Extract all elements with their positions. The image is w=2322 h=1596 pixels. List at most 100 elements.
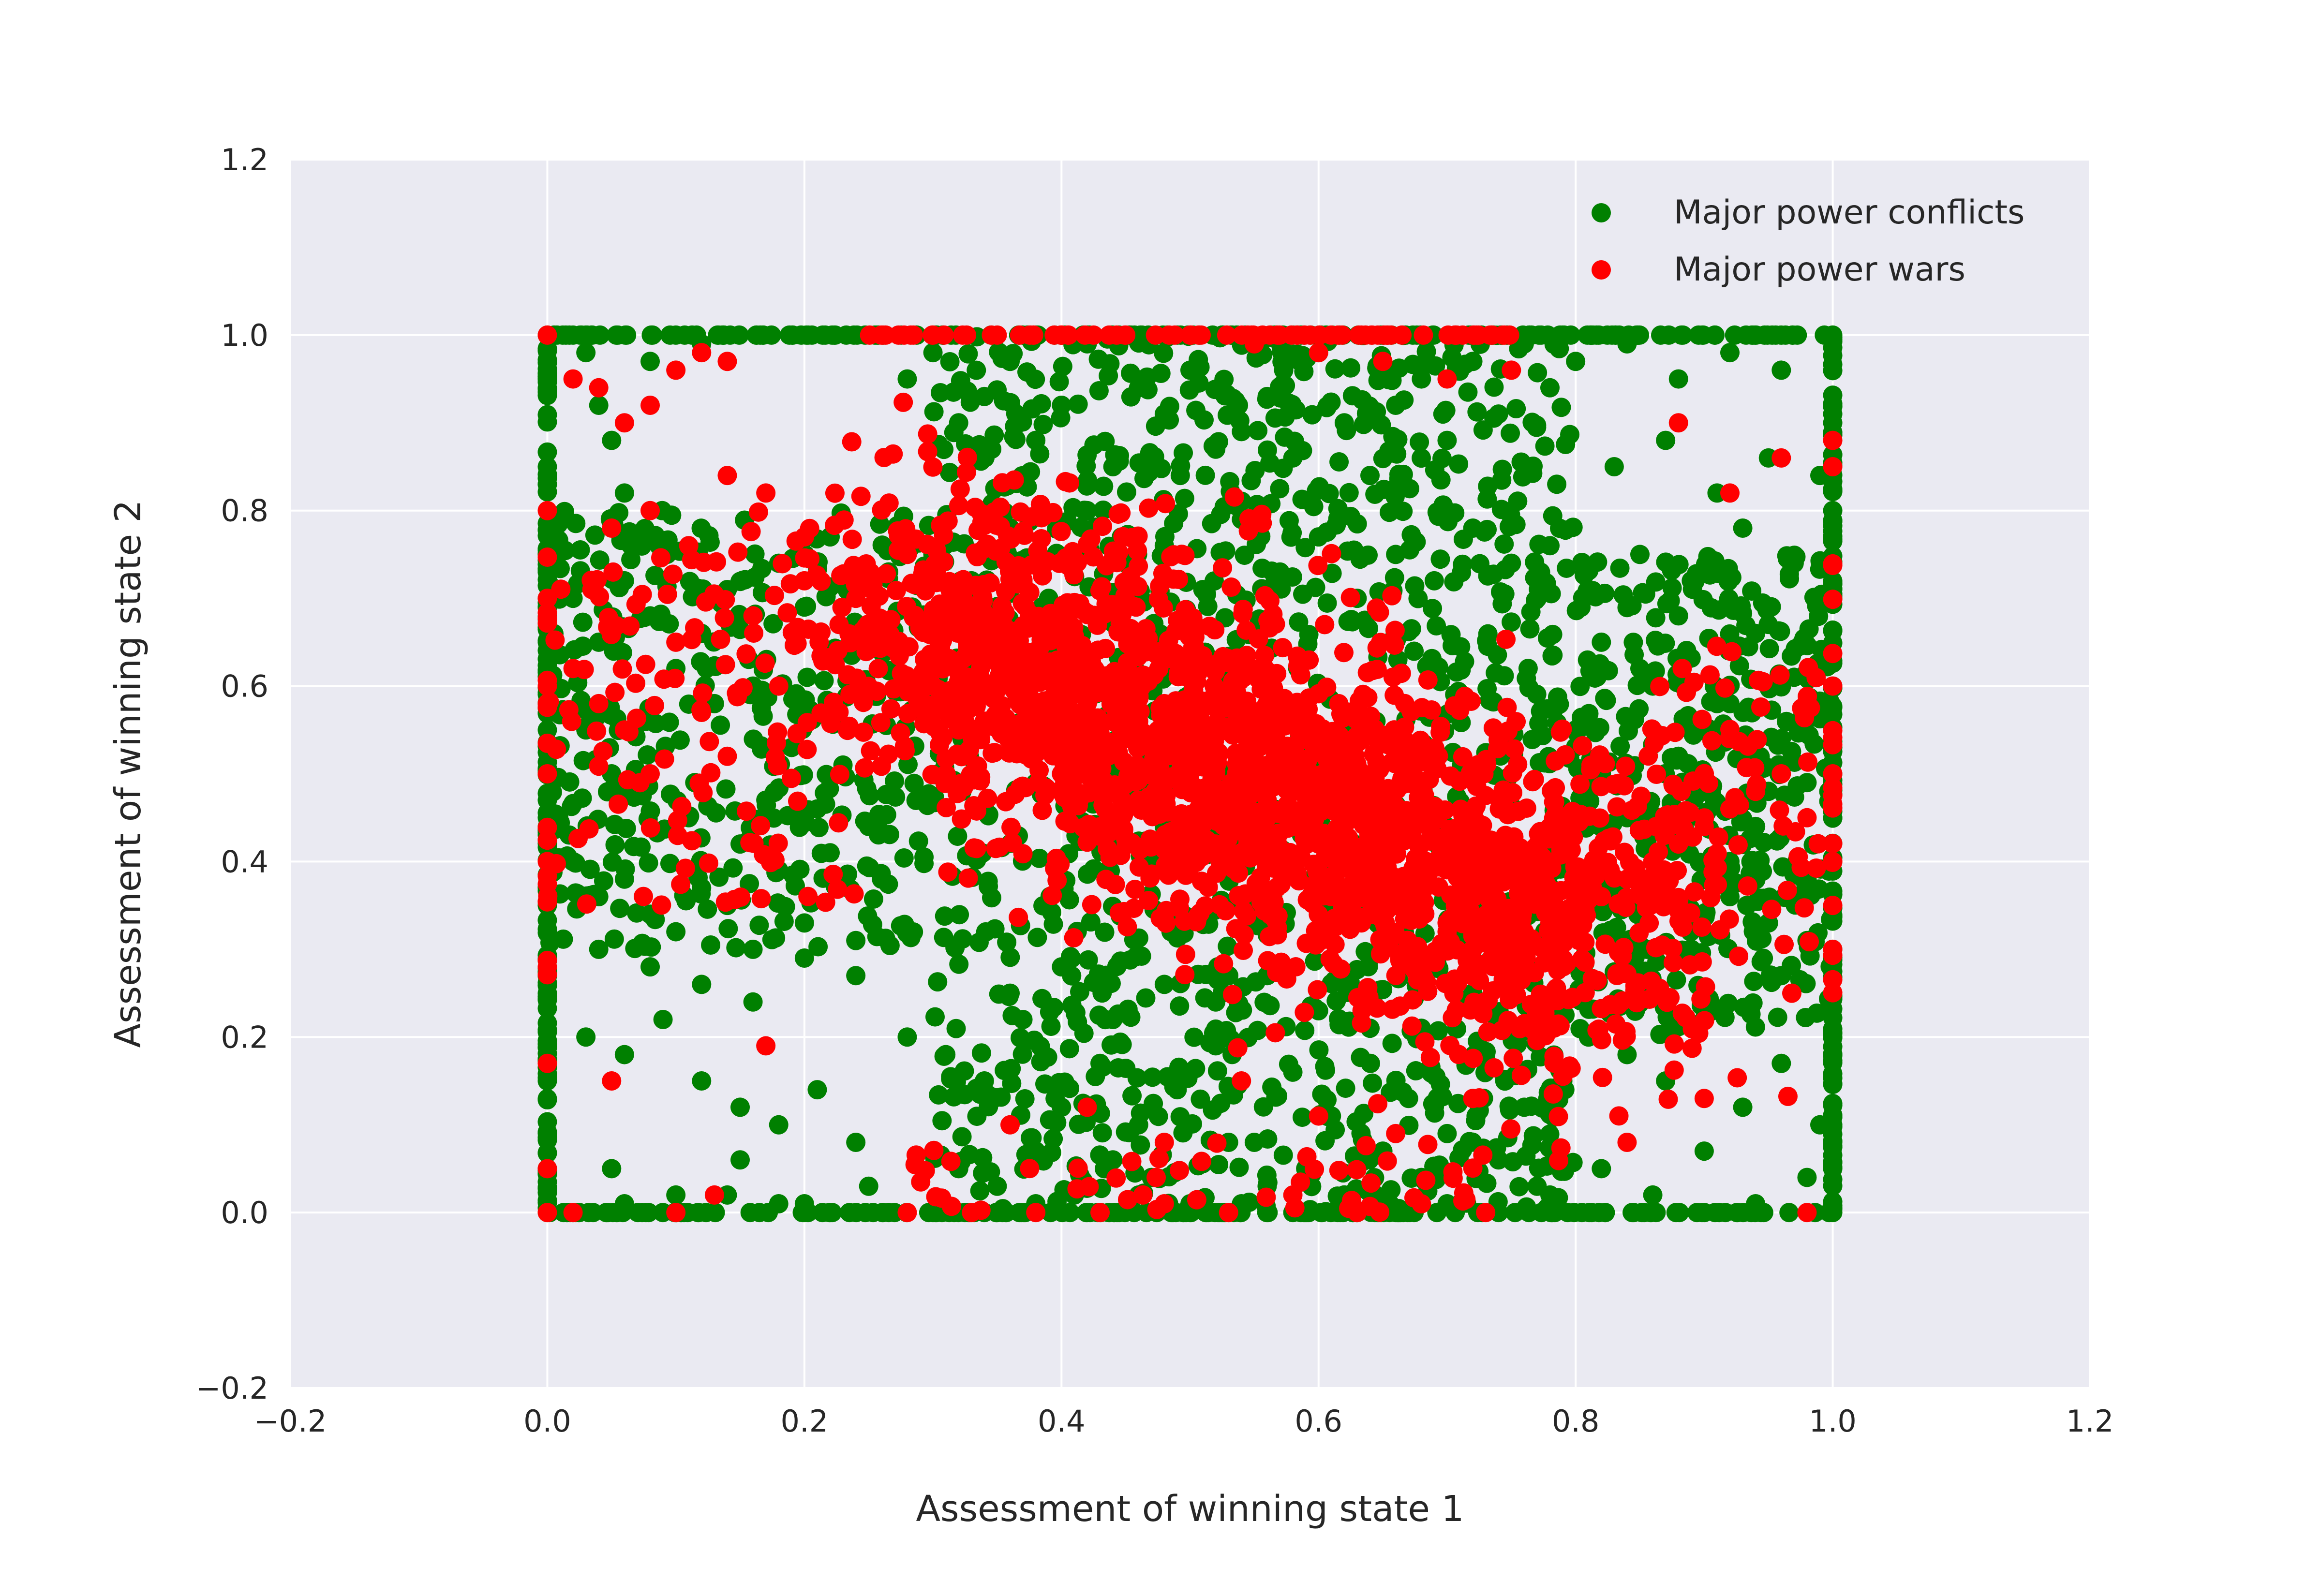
war-point xyxy=(1368,1094,1388,1114)
conflict-point xyxy=(659,614,679,634)
conflict-point xyxy=(1823,571,1843,591)
war-point xyxy=(832,597,852,617)
conflict-point xyxy=(1002,1074,1022,1094)
conflict-point xyxy=(1645,661,1665,681)
conflict-point xyxy=(1547,474,1567,494)
conflict-point xyxy=(730,1150,750,1170)
conflict-point xyxy=(1677,640,1697,660)
conflict-point xyxy=(691,652,711,672)
conflict-point xyxy=(1144,1094,1163,1113)
conflict-point xyxy=(816,587,836,606)
conflict-point xyxy=(1068,394,1088,414)
conflict-point xyxy=(565,640,584,660)
conflict-point xyxy=(1634,1203,1654,1223)
conflict-point xyxy=(1566,352,1586,371)
conflict-point xyxy=(1617,334,1637,354)
conflict-point xyxy=(914,847,934,867)
conflict-point xyxy=(1170,996,1190,1016)
war-point xyxy=(741,522,761,542)
conflict-point xyxy=(1052,396,1072,415)
conflict-point xyxy=(1522,413,1542,432)
conflict-point xyxy=(711,715,730,735)
war-point xyxy=(1032,800,1052,820)
war-point xyxy=(1046,848,1066,868)
conflict-point xyxy=(614,483,634,503)
conflict-point xyxy=(1528,363,1548,383)
war-point xyxy=(1260,591,1280,611)
conflict-point xyxy=(1823,1131,1843,1151)
conflict-point xyxy=(749,916,769,935)
conflict-point xyxy=(753,706,773,726)
war-point xyxy=(1246,873,1266,893)
war-point xyxy=(1299,650,1319,670)
war-point xyxy=(957,447,977,467)
conflict-point xyxy=(797,667,817,687)
war-point xyxy=(950,479,970,499)
war-point xyxy=(1663,953,1683,973)
war-point xyxy=(1463,1049,1483,1068)
conflict-point xyxy=(859,1176,878,1196)
conflict-point xyxy=(1309,527,1328,547)
conflict-point xyxy=(923,343,943,363)
conflict-point xyxy=(1823,1094,1843,1113)
conflict-point xyxy=(1004,427,1024,447)
war-point xyxy=(968,520,988,540)
conflict-point xyxy=(940,352,960,371)
conflict-point xyxy=(1168,504,1188,524)
war-point xyxy=(1224,487,1244,507)
conflict-point xyxy=(1646,608,1666,628)
conflict-point xyxy=(601,705,621,725)
war-point xyxy=(1524,963,1544,983)
war-point xyxy=(1710,920,1730,940)
conflict-point xyxy=(1467,402,1487,422)
conflict-point xyxy=(1129,1115,1148,1135)
conflict-point xyxy=(1540,1124,1560,1144)
war-point xyxy=(1593,1067,1612,1087)
war-point xyxy=(1488,730,1508,750)
conflict-point xyxy=(589,396,609,415)
conflict-point xyxy=(1433,495,1453,515)
conflict-point xyxy=(1733,1097,1753,1117)
war-point xyxy=(842,432,862,452)
war-point xyxy=(1162,720,1182,740)
conflict-point xyxy=(1773,857,1793,877)
conflict-point xyxy=(1750,850,1770,870)
war-point xyxy=(1059,473,1079,493)
conflict-point xyxy=(1514,334,1534,354)
war-point xyxy=(781,768,801,788)
war-point xyxy=(1325,934,1345,954)
conflict-point xyxy=(1175,488,1194,508)
conflict-point xyxy=(537,1123,557,1143)
conflict-point xyxy=(756,790,776,810)
war-point xyxy=(851,487,871,506)
conflict-point xyxy=(1823,413,1843,433)
conflict-point xyxy=(1488,404,1508,424)
conflict-point xyxy=(1486,663,1505,683)
conflict-point xyxy=(1029,848,1049,868)
conflict-point xyxy=(1416,341,1436,361)
conflict-point xyxy=(807,1080,827,1100)
war-point xyxy=(1340,588,1360,607)
war-point xyxy=(1268,823,1288,843)
war-point xyxy=(1356,707,1376,726)
conflict-point xyxy=(660,854,680,873)
conflict-point xyxy=(1823,1027,1843,1047)
conflict-point xyxy=(1346,1112,1366,1132)
war-point xyxy=(1628,988,1648,1008)
war-point xyxy=(1684,882,1704,902)
conflict-point xyxy=(1519,678,1539,698)
war-point xyxy=(949,662,968,682)
conflict-point xyxy=(1590,718,1609,738)
conflict-point xyxy=(1426,356,1445,376)
conflict-point xyxy=(1033,414,1053,434)
conflict-point xyxy=(570,540,590,560)
war-point xyxy=(949,496,968,516)
conflict-point xyxy=(1270,479,1290,499)
conflict-point xyxy=(1495,1071,1515,1091)
conflict-point xyxy=(1823,1176,1843,1196)
conflict-point xyxy=(1518,659,1538,679)
war-point xyxy=(1418,670,1438,690)
conflict-point xyxy=(1463,352,1483,371)
conflict-point xyxy=(1302,405,1322,425)
war-point xyxy=(1484,1058,1504,1078)
